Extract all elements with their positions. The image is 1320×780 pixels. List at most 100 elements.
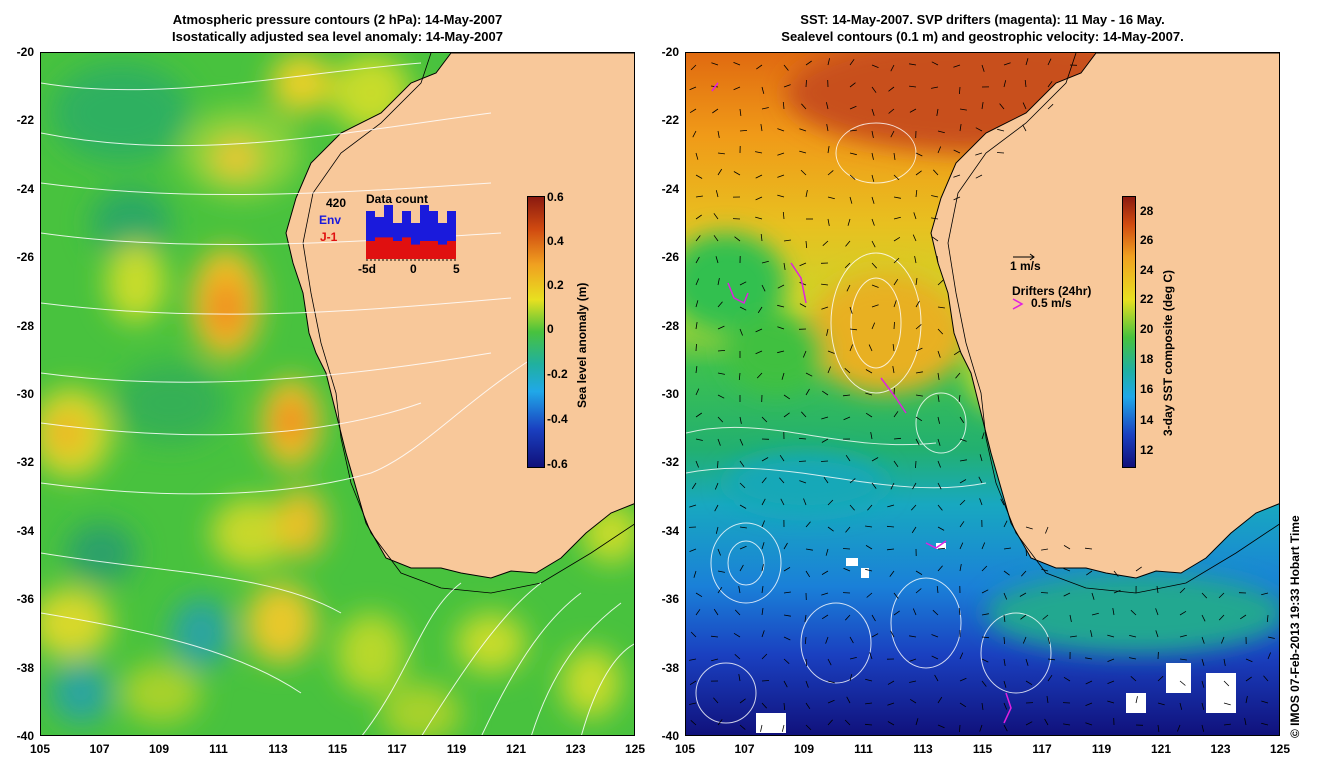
inset-xtick-0: -5d xyxy=(358,262,376,276)
sea-level-anomaly-map[interactable] xyxy=(40,52,635,736)
sla-colorbar xyxy=(527,196,545,468)
inset-env-label: Env xyxy=(319,213,342,227)
left-ytick-9: -38 xyxy=(16,660,34,675)
right-xtick-7: 119 xyxy=(1091,742,1112,756)
sla-cbar-tick-3: 0 xyxy=(547,322,554,336)
sla-cbar-tick-5: -0.4 xyxy=(547,412,568,426)
inset-j1-bar xyxy=(438,244,447,259)
right-ytick-4: -28 xyxy=(661,318,679,333)
right-ytick-6: -32 xyxy=(661,455,679,470)
inset-count: 420 xyxy=(326,196,347,210)
sst-cbar-tick-0: 28 xyxy=(1140,204,1154,218)
inset-j1-bar xyxy=(375,237,384,259)
inset-j1-bar xyxy=(366,241,375,259)
inset-j1-bar xyxy=(411,244,420,259)
right-ytick-2: -24 xyxy=(661,181,679,196)
inset-j1-bar xyxy=(384,237,393,259)
left-ytick-2: -24 xyxy=(16,181,34,196)
inset-j1-bar xyxy=(393,241,402,259)
left-title-line2: Isostatically adjusted sea level anomaly… xyxy=(172,29,503,44)
sst-cbar-tick-4: 20 xyxy=(1140,322,1154,336)
right-ytick-1: -22 xyxy=(661,113,679,128)
left-xtick-10: 125 xyxy=(624,742,646,756)
inset-xtick-2: 5 xyxy=(453,262,460,276)
right-ytick-10: -40 xyxy=(661,729,679,743)
drifters-label: Drifters (24hr) xyxy=(1012,284,1092,298)
imos-credit: © IMOS 07-Feb-2013 19:33 Hobart Time xyxy=(1288,515,1302,738)
right-title-line2: Sealevel contours (0.1 m) and geostrophi… xyxy=(781,29,1184,44)
geostrophic-velocity-vectors xyxy=(688,58,1275,733)
inset-env-bar xyxy=(429,211,438,259)
inset-xtick-1: 0 xyxy=(410,262,417,276)
australia-landmass xyxy=(285,53,634,579)
right-title: SST: 14-May-2007. SVP drifters (magenta)… xyxy=(685,11,1280,45)
right-xtick-3: 111 xyxy=(854,742,873,756)
left-xtick-0: 105 xyxy=(29,742,51,756)
right-xtick-5: 115 xyxy=(972,742,993,756)
drifter-tracks xyxy=(711,82,1012,724)
inset-title: Data count xyxy=(366,192,429,206)
right-xtick-4: 113 xyxy=(913,742,933,756)
inset-env-bar xyxy=(384,205,393,259)
inset-env-bar xyxy=(402,211,411,259)
left-xtick-1: 107 xyxy=(89,742,110,756)
left-xtick-2: 109 xyxy=(148,742,170,756)
sla-cbar-tick-6: -0.6 xyxy=(547,457,568,471)
inset-j1-bar xyxy=(402,237,411,259)
sst-cbar-tick-3: 22 xyxy=(1140,292,1154,306)
right-ytick-8: -36 xyxy=(661,592,679,607)
sst-cbar-tick-8: 12 xyxy=(1140,443,1154,457)
left-xtick-4: 113 xyxy=(268,742,288,756)
sla-cbar-tick-4: -0.2 xyxy=(547,367,568,381)
drifter-scale-label: 0.5 m/s xyxy=(1031,296,1072,310)
right-ytick-0: -20 xyxy=(661,45,679,59)
inset-j1-bar xyxy=(447,241,456,259)
left-ytick-10: -40 xyxy=(16,729,34,743)
left-xtick-8: 121 xyxy=(505,742,527,756)
inset-env-bar xyxy=(438,223,447,259)
sst-cbar-tick-1: 26 xyxy=(1140,233,1154,247)
sst-cbar-tick-2: 24 xyxy=(1140,263,1154,277)
left-ytick-1: -22 xyxy=(16,113,34,128)
left-ytick-8: -36 xyxy=(16,592,34,607)
right-xtick-10: 125 xyxy=(1269,742,1291,756)
inset-j1-bar xyxy=(429,241,438,259)
left-ytick-4: -28 xyxy=(16,318,34,333)
data-count-inset xyxy=(366,205,456,261)
left-ytick-0: -20 xyxy=(16,45,34,59)
inset-env-bar xyxy=(411,223,420,259)
sla-colorbar-label: Sea level anomaly (m) xyxy=(575,282,589,408)
left-ytick-5: -30 xyxy=(16,387,34,401)
sst-map[interactable] xyxy=(685,52,1280,736)
right-title-line1: SST: 14-May-2007. SVP drifters (magenta)… xyxy=(800,12,1165,27)
inset-j1-bar xyxy=(420,241,429,259)
inset-env-bar xyxy=(366,211,375,259)
left-ytick-6: -32 xyxy=(16,455,34,470)
left-xtick-5: 115 xyxy=(327,742,348,756)
left-title: Atmospheric pressure contours (2 hPa): 1… xyxy=(40,11,635,45)
sla-cbar-tick-1: 0.4 xyxy=(547,234,564,248)
sla-cbar-tick-2: 0.2 xyxy=(547,278,564,292)
inset-env-bar xyxy=(420,205,429,259)
left-xtick-7: 119 xyxy=(446,742,467,756)
sst-cbar-tick-6: 16 xyxy=(1140,382,1154,396)
right-xtick-6: 117 xyxy=(1032,742,1052,756)
right-xtick-8: 121 xyxy=(1150,742,1172,756)
sst-colorbar xyxy=(1122,196,1136,468)
left-title-line1: Atmospheric pressure contours (2 hPa): 1… xyxy=(172,12,503,27)
right-xtick-0: 105 xyxy=(674,742,696,756)
right-xtick-2: 109 xyxy=(793,742,815,756)
drifter-scale-arrow xyxy=(1012,298,1024,310)
sst-colorbar-label: 3-day SST composite (deg C) xyxy=(1161,269,1175,436)
vector-scale-label: 1 m/s xyxy=(1010,259,1041,273)
inset-j1-label: J-1 xyxy=(320,230,338,244)
sst-cbar-tick-7: 14 xyxy=(1140,413,1154,427)
sla-cbar-tick-0: 0.6 xyxy=(547,190,564,204)
left-ytick-7: -34 xyxy=(16,523,34,538)
right-ytick-7: -34 xyxy=(661,523,679,538)
inset-env-bar xyxy=(447,211,456,259)
right-xtick-1: 107 xyxy=(734,742,755,756)
left-xtick-3: 111 xyxy=(209,742,228,756)
right-ytick-3: -26 xyxy=(661,250,679,265)
right-xtick-9: 123 xyxy=(1210,742,1231,756)
